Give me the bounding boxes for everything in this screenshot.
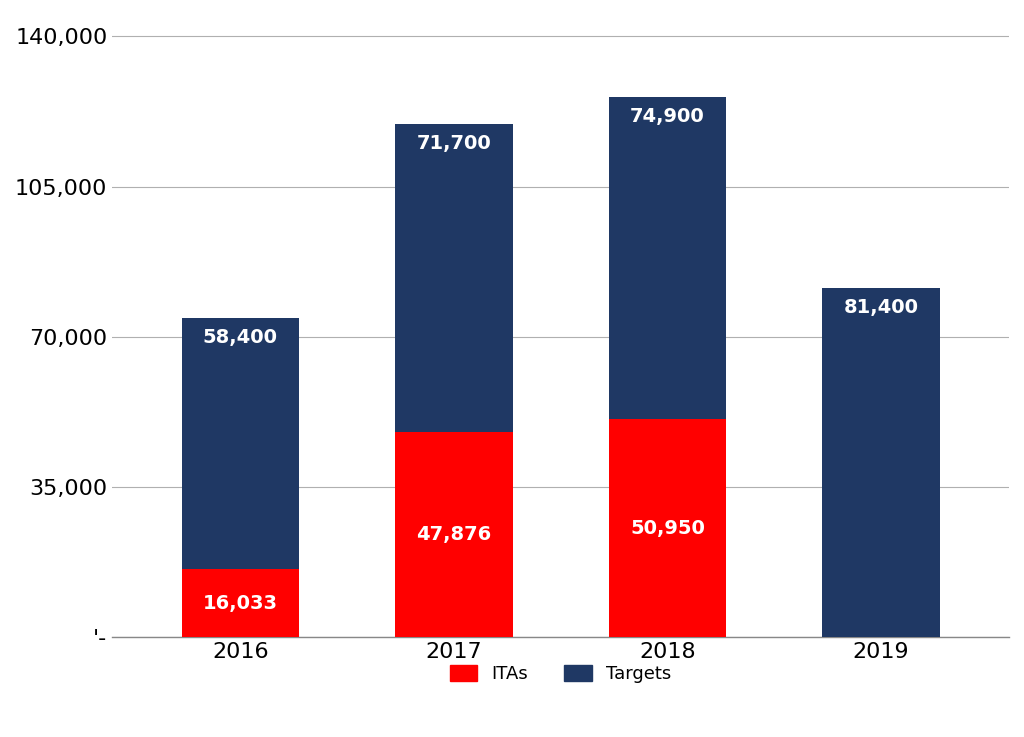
Text: 16,033: 16,033 xyxy=(203,593,278,612)
Text: 81,400: 81,400 xyxy=(844,298,919,317)
Text: 71,700: 71,700 xyxy=(417,134,492,153)
Legend: ITAs, Targets: ITAs, Targets xyxy=(442,658,679,691)
Bar xyxy=(822,288,940,638)
Bar xyxy=(181,318,299,569)
Bar xyxy=(608,97,726,419)
Text: 47,876: 47,876 xyxy=(416,525,492,544)
Bar xyxy=(608,419,726,638)
Text: 74,900: 74,900 xyxy=(630,107,705,126)
Bar xyxy=(395,124,513,432)
Text: 58,400: 58,400 xyxy=(203,328,278,346)
Text: 50,950: 50,950 xyxy=(630,519,705,537)
Bar xyxy=(181,569,299,638)
Bar xyxy=(395,432,513,638)
